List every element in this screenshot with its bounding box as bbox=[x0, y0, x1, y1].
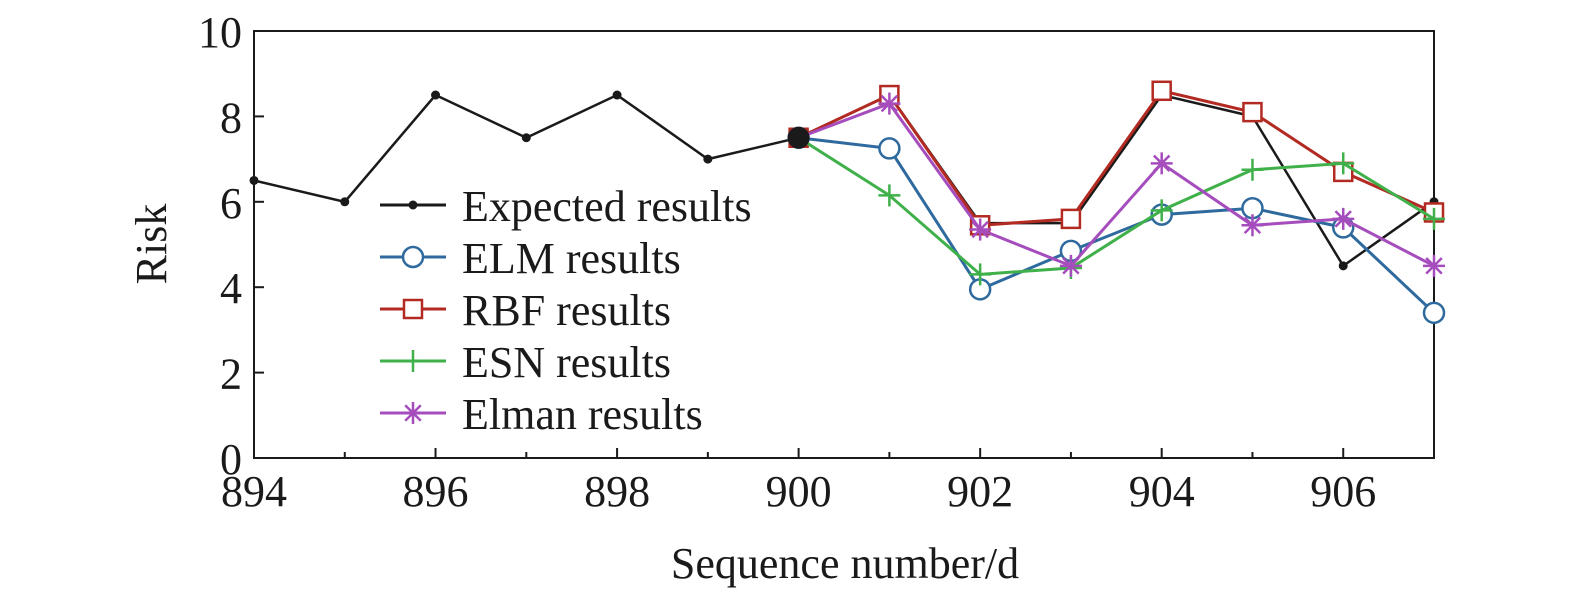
legend-entry: ESN results bbox=[380, 338, 671, 387]
marker-dot bbox=[408, 200, 418, 210]
data-point-elm-results bbox=[1422, 301, 1446, 325]
y-tick-label: 10 bbox=[198, 8, 242, 57]
y-tick-label: 0 bbox=[220, 435, 242, 484]
legend-marker bbox=[402, 298, 424, 320]
legend-marker bbox=[402, 350, 424, 372]
marker-circle bbox=[1422, 301, 1446, 325]
x-tick-label: 896 bbox=[403, 467, 469, 516]
data-point-rbf-results bbox=[1242, 101, 1263, 123]
data-point-expected-results bbox=[249, 175, 259, 185]
x-tick-label: 902 bbox=[947, 467, 1013, 516]
marker-square bbox=[1242, 101, 1263, 123]
marker-circle bbox=[401, 245, 425, 269]
legend-entry: ELM results bbox=[380, 234, 681, 283]
legend-marker bbox=[402, 402, 424, 424]
data-point-expected-results bbox=[1338, 261, 1348, 271]
x-tick-label: 904 bbox=[1129, 467, 1195, 516]
data-point-elman-results bbox=[969, 218, 992, 241]
legend-entry: RBF results bbox=[380, 286, 671, 335]
y-tick-label: 6 bbox=[220, 179, 242, 228]
y-tick-label: 2 bbox=[220, 350, 242, 399]
legend-label: Expected results bbox=[462, 182, 752, 231]
marker-ast-d2 bbox=[1062, 257, 1080, 275]
marker-square bbox=[1060, 208, 1082, 230]
data-point-elman-results bbox=[1332, 207, 1355, 230]
legend-label: ESN results bbox=[462, 338, 671, 387]
marker-ast-d2 bbox=[1243, 216, 1262, 234]
legend-label: ELM results bbox=[462, 234, 681, 283]
data-point-esn-results bbox=[1150, 199, 1173, 222]
data-point-elman-results bbox=[1059, 254, 1082, 277]
marker-square bbox=[402, 298, 424, 320]
data-point-esn-results bbox=[1332, 152, 1355, 175]
x-tick-label: 900 bbox=[766, 467, 832, 516]
marker-square bbox=[1151, 80, 1172, 102]
series-line-elm-results bbox=[798, 136, 1436, 314]
y-tick-label: 4 bbox=[220, 264, 242, 313]
axes: 0 2 4 6 8 10 894 896 898 900 902 904 906 bbox=[198, 8, 1376, 516]
data-point-expected-results bbox=[521, 133, 531, 143]
legend-label: Elman results bbox=[462, 390, 703, 439]
marker-ast-d2 bbox=[1425, 257, 1443, 275]
data-point-elman-results bbox=[1423, 254, 1445, 277]
junction-point bbox=[787, 126, 810, 149]
data-point-rbf-results bbox=[1060, 208, 1082, 230]
series-line-elman-results bbox=[798, 101, 1435, 268]
series-line-esn-results bbox=[797, 136, 1435, 276]
data-point-elm-results bbox=[878, 137, 901, 160]
y-tick-label: 8 bbox=[220, 93, 242, 142]
marker-dot bbox=[521, 133, 531, 143]
plot-frame bbox=[253, 30, 1435, 459]
data-point-rbf-results bbox=[1151, 80, 1172, 102]
marker-dot bbox=[1338, 261, 1348, 271]
series-line-rbf-results bbox=[797, 89, 1435, 227]
legend-label: RBF results bbox=[462, 286, 671, 335]
legend-marker bbox=[408, 200, 418, 210]
data-point-elman-results bbox=[878, 92, 901, 115]
y-axis-label: Risk bbox=[127, 204, 176, 285]
marker-dot bbox=[703, 154, 713, 164]
x-tick-label: 894 bbox=[221, 467, 287, 516]
marker-ast-d2 bbox=[880, 94, 899, 113]
data-point-expected-results bbox=[431, 90, 441, 100]
data-point-esn-results bbox=[1423, 207, 1445, 230]
data-point-esn-results bbox=[969, 263, 992, 286]
x-axis-label: Sequence number/d bbox=[671, 539, 1019, 588]
legend-marker bbox=[401, 245, 425, 269]
data-point-expected-results bbox=[612, 90, 622, 100]
data-point-esn-results bbox=[878, 184, 901, 207]
data-point-elman-results bbox=[1150, 152, 1173, 175]
marker-ast-d2 bbox=[1153, 154, 1171, 173]
data-point-expected-results bbox=[703, 154, 713, 164]
marker-ast-d2 bbox=[404, 404, 422, 422]
legend-entry: Expected results bbox=[380, 182, 752, 231]
marker-dot bbox=[249, 175, 259, 185]
marker-dot bbox=[431, 90, 441, 100]
marker-circle bbox=[878, 137, 901, 160]
data-point-elman-results bbox=[1241, 214, 1264, 237]
plot-area bbox=[253, 30, 1435, 459]
series-group bbox=[249, 80, 1446, 325]
data-point-expected-results bbox=[340, 197, 350, 207]
data-point-esn-results bbox=[1241, 158, 1264, 181]
marker-dot bbox=[612, 90, 622, 100]
marker-ast-d2 bbox=[1334, 210, 1352, 228]
x-tick-label: 898 bbox=[584, 467, 650, 516]
x-tick-label: 906 bbox=[1310, 467, 1376, 516]
marker-dot bbox=[340, 197, 350, 207]
marker-ast-d2 bbox=[971, 220, 989, 239]
legend-entry: Elman results bbox=[380, 390, 703, 439]
series-elman-results bbox=[787, 92, 1445, 277]
